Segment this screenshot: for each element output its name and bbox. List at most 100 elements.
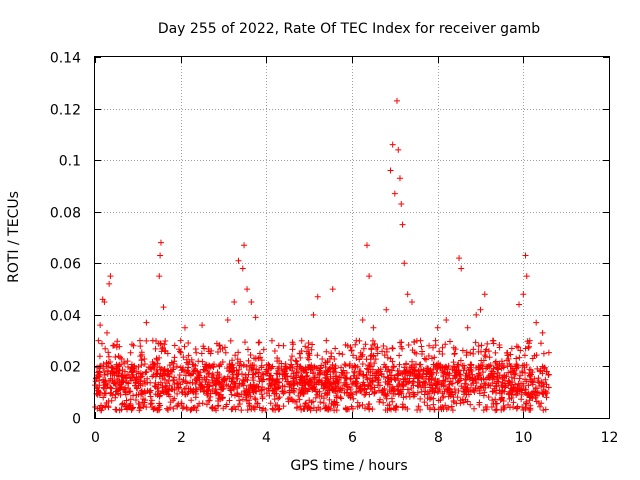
data-point [380,343,387,350]
data-point [395,391,402,398]
data-point [115,362,122,369]
data-point [446,372,453,379]
data-point [510,399,517,406]
data-point [418,350,425,357]
data-point [389,345,396,352]
data-point [104,371,111,378]
data-point [466,366,473,373]
data-point [195,371,202,378]
data-point [485,348,492,355]
data-point [140,403,147,410]
data-point [356,356,363,363]
data-point [156,373,163,380]
data-point [371,390,378,397]
data-point [306,350,313,357]
data-point [112,394,119,401]
data-point [193,377,200,384]
data-point [289,339,296,346]
data-point [363,365,370,372]
data-point [388,367,395,374]
data-point [231,392,238,399]
data-point [399,345,406,352]
data-point [124,358,131,365]
data-point [156,354,163,361]
data-point [192,362,199,369]
data-point [178,400,185,407]
data-point [92,375,99,382]
data-point [101,298,108,305]
data-point [169,386,176,393]
data-point [185,352,192,359]
data-point [308,346,315,353]
data-point [248,406,255,413]
data-point [138,362,145,369]
data-point [450,344,457,351]
y-tick-label: 0.12 [50,103,81,119]
data-point [235,349,242,356]
data-point [383,306,390,313]
data-point [523,400,530,407]
data-point [408,363,415,370]
data-point [217,361,224,368]
data-point [235,393,242,400]
data-point [458,265,465,272]
data-point [122,403,129,410]
data-point [222,349,229,356]
data-point [296,350,303,357]
data-point [180,377,187,384]
data-point [520,406,527,413]
data-point [234,356,241,363]
data-point [544,389,551,396]
data-point [181,385,188,392]
data-point [166,373,173,380]
data-point [526,337,533,344]
data-point [228,378,235,385]
data-point [228,369,235,376]
data-point [396,367,403,374]
data-point [315,404,322,411]
data-point [522,376,529,383]
data-point [306,377,313,384]
data-point [396,361,403,368]
data-point [261,386,268,393]
data-point [113,388,120,395]
data-point [480,369,487,376]
data-point [480,407,487,414]
data-point [244,286,251,293]
data-point [448,380,455,387]
data-point [181,343,188,350]
data-point [339,351,346,358]
data-point [329,286,336,293]
data-point [137,404,144,411]
data-point [332,380,339,387]
data-point [303,400,310,407]
data-point [531,352,538,359]
data-point [138,391,145,398]
data-point [147,393,154,400]
data-point [314,391,321,398]
data-point [519,368,526,375]
data-point [199,322,206,329]
data-point [378,388,385,395]
data-point [525,344,532,351]
data-point [380,391,387,398]
data-point [414,407,421,414]
data-point [415,368,422,375]
data-point [232,381,239,388]
data-point [536,383,543,390]
data-point [442,341,449,348]
data-point [498,358,505,365]
data-point [324,382,331,389]
data-point [429,385,436,392]
data-point [147,401,154,408]
data-point [205,371,212,378]
data-point [129,374,136,381]
data-point [157,340,164,347]
data-point [121,387,128,394]
data-point [425,376,432,383]
data-point [282,361,289,368]
data-point [251,362,258,369]
data-point [380,399,387,406]
data-point [382,363,389,370]
data-point [220,383,227,390]
